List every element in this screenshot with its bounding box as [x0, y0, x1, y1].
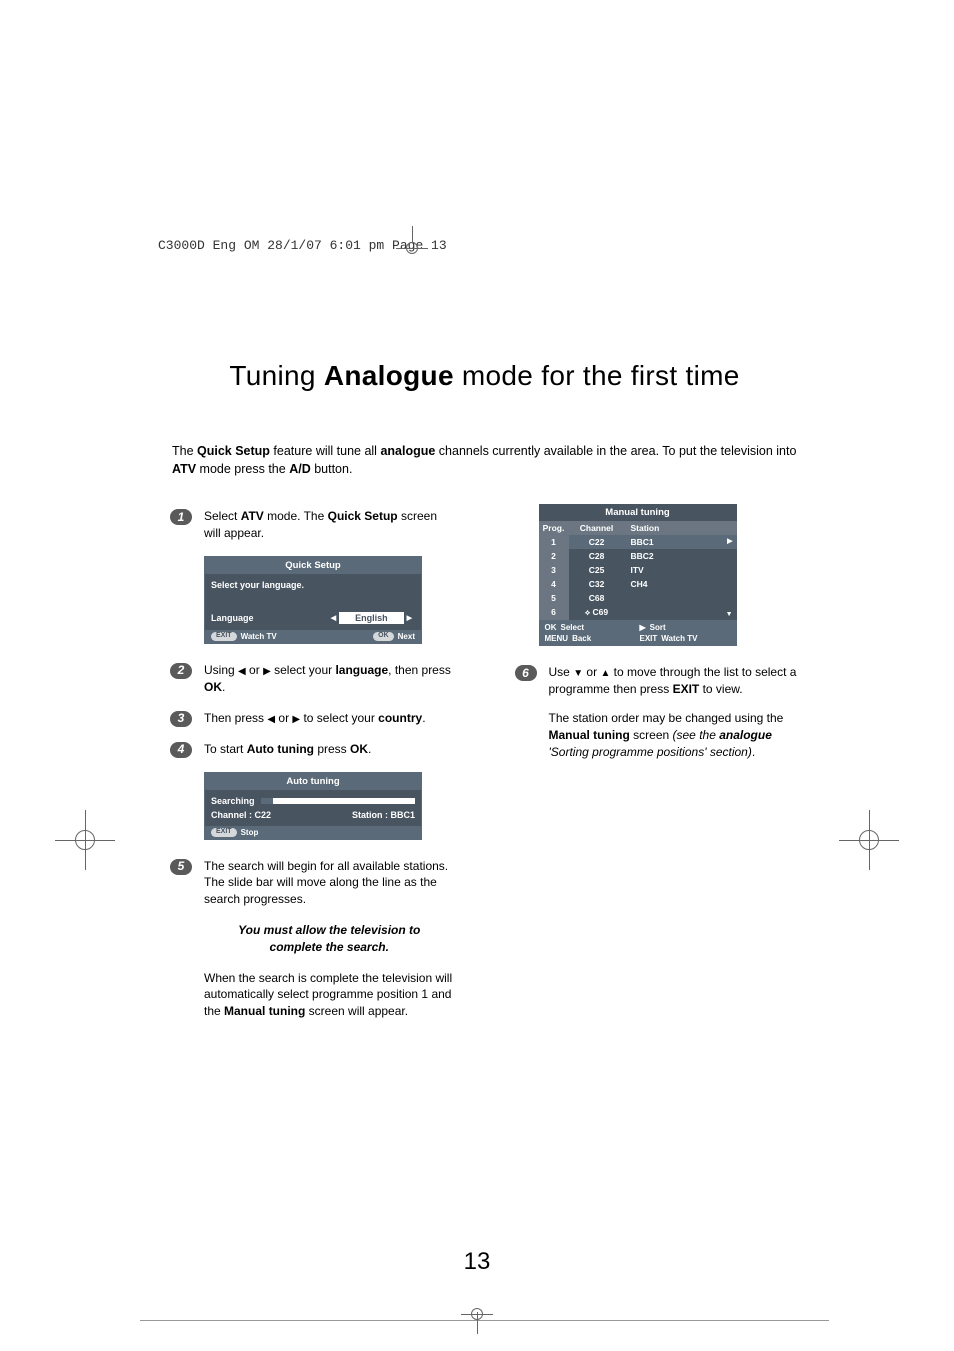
- page-number: 13: [464, 1248, 491, 1276]
- col-station: Station: [625, 521, 737, 535]
- crop-mark-left: [55, 810, 115, 870]
- table-row: 3 C25 ITV: [539, 563, 737, 577]
- left-column: 1 Select ATV mode. The Quick Setup scree…: [170, 508, 455, 1034]
- crop-mark-bottom: [465, 1302, 489, 1326]
- quick-setup-screen: Quick Setup Select your language. Langua…: [204, 556, 422, 644]
- step-2-text: Using ◀ or ▶ select your language, then …: [204, 662, 455, 696]
- next-label: Next: [398, 632, 415, 641]
- step-5-emphasis: You must allow the television to complet…: [204, 922, 455, 956]
- exit-pill: EXIT: [211, 632, 237, 641]
- manual-tuning-screen: Manual tuning Prog. Channel Station ▲ 1 …: [539, 504, 737, 646]
- crop-mark-top: [400, 236, 424, 260]
- step-3-text: Then press ◀ or ▶ to select your country…: [204, 710, 455, 727]
- step-6: 6 Use ▼ or ▲ to move through the list to…: [515, 664, 800, 760]
- left-arrow-icon: ◀: [328, 614, 339, 622]
- step-1-text: Select ATV mode. The Quick Setup screen …: [204, 508, 455, 542]
- searching-label: Searching: [211, 796, 255, 806]
- table-row: 4 C32 CH4: [539, 577, 737, 591]
- quick-setup-title: Quick Setup: [205, 557, 421, 574]
- step-1: 1 Select ATV mode. The Quick Setup scree…: [170, 508, 455, 542]
- col-prog: Prog.: [539, 521, 569, 535]
- step-4-text: To start Auto tuning press OK.: [204, 741, 455, 758]
- manual-tuning-footer: OKSelect ▶Sort MENUBack EXITWatch TV: [539, 620, 737, 646]
- col-channel: Channel: [569, 521, 625, 535]
- right-arrow-icon: ▶: [404, 614, 415, 622]
- station-label: Station : BBC1: [352, 810, 415, 820]
- intro-text: The Quick Setup feature will tune all an…: [170, 442, 799, 478]
- auto-tuning-screen: Auto tuning Searching Channel : C22 Stat…: [204, 772, 422, 840]
- title-suffix: mode for the first time: [454, 360, 740, 391]
- step-6-text: Use ▼ or ▲ to move through the list to s…: [549, 664, 800, 760]
- page-title: Tuning Analogue mode for the first time: [170, 360, 799, 392]
- step-4: 4 To start Auto tuning press OK.: [170, 741, 455, 758]
- channel-label: Channel : C22: [211, 810, 352, 820]
- title-prefix: Tuning: [229, 360, 323, 391]
- progress-bar: [261, 798, 415, 804]
- right-arrow-icon: ▶: [727, 537, 732, 545]
- table-row: 2 C28 BBC2: [539, 549, 737, 563]
- step-num-5: 5: [170, 859, 192, 875]
- step-num-2: 2: [170, 663, 192, 679]
- step-num-3: 3: [170, 711, 192, 727]
- table-row: 6 ⟡ C69: [539, 605, 737, 620]
- step-5-text: The search will begin for all available …: [204, 858, 455, 1020]
- step-3: 3 Then press ◀ or ▶ to select your count…: [170, 710, 455, 727]
- manual-tuning-table: Prog. Channel Station ▲ 1 C22 BBC1 ▶ 2 C…: [539, 521, 737, 620]
- table-row: 1 C22 BBC1 ▶: [539, 535, 737, 549]
- stop-label: Stop: [241, 828, 259, 837]
- quick-setup-prompt: Select your language.: [211, 580, 415, 590]
- manual-tuning-title: Manual tuning: [539, 504, 737, 521]
- table-row: 5 C68: [539, 591, 737, 605]
- step-num-4: 4: [170, 742, 192, 758]
- crop-mark-right: [839, 810, 899, 870]
- right-column: Manual tuning Prog. Channel Station ▲ 1 …: [515, 508, 800, 1034]
- step-num-6: 6: [515, 665, 537, 681]
- auto-tuning-title: Auto tuning: [205, 773, 421, 790]
- step-2: 2 Using ◀ or ▶ select your language, the…: [170, 662, 455, 696]
- language-value: English: [339, 612, 404, 624]
- step-5: 5 The search will begin for all availabl…: [170, 858, 455, 1020]
- exit-pill-2: EXIT: [211, 828, 237, 837]
- language-label: Language: [211, 613, 328, 623]
- down-arrow-icon: ▼: [726, 611, 733, 618]
- title-bold: Analogue: [324, 360, 454, 391]
- step-num-1: 1: [170, 509, 192, 525]
- watch-tv-label: Watch TV: [241, 632, 277, 641]
- ok-pill: OK: [373, 632, 394, 641]
- page-content: Tuning Analogue mode for the first time …: [170, 360, 799, 1034]
